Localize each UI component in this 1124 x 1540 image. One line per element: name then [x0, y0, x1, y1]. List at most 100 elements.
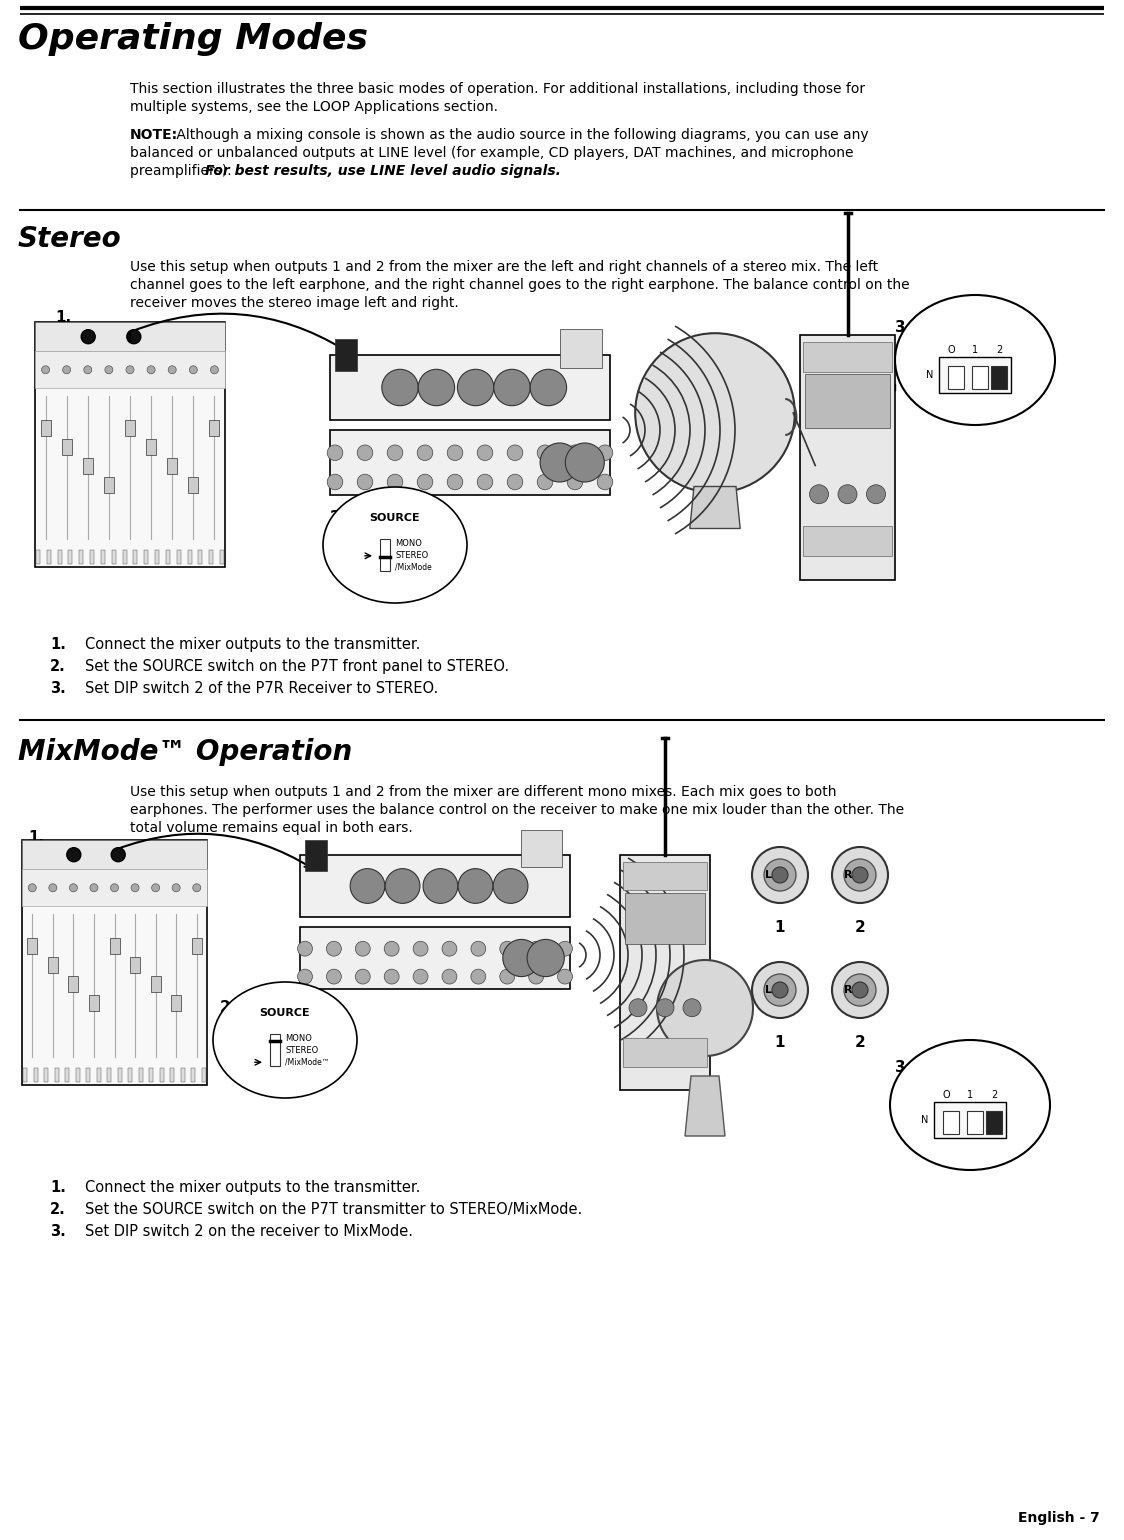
Circle shape — [493, 869, 528, 904]
Bar — [55, 1069, 58, 1083]
Text: 3.: 3. — [49, 1224, 65, 1240]
Circle shape — [414, 969, 428, 984]
Text: receiver moves the stereo image left and right.: receiver moves the stereo image left and… — [130, 296, 459, 310]
Bar — [620, 855, 710, 1090]
Text: balanced or unbalanced outputs at LINE level (for example, CD players, DAT machi: balanced or unbalanced outputs at LINE l… — [130, 146, 853, 160]
Bar — [967, 1110, 984, 1133]
Circle shape — [809, 485, 828, 504]
Bar — [167, 459, 178, 474]
Text: STEREO: STEREO — [285, 1046, 318, 1055]
Text: L: L — [764, 870, 771, 879]
Circle shape — [326, 941, 342, 956]
Circle shape — [66, 847, 81, 862]
Circle shape — [772, 983, 788, 998]
Bar — [22, 839, 207, 870]
Text: For best results, use LINE level audio signals.: For best results, use LINE level audio s… — [205, 163, 561, 179]
Polygon shape — [690, 487, 741, 528]
Bar — [111, 550, 116, 564]
Circle shape — [500, 969, 515, 984]
Circle shape — [478, 474, 492, 490]
Circle shape — [423, 869, 457, 904]
Bar — [130, 956, 140, 973]
Circle shape — [48, 884, 57, 892]
Text: 1.: 1. — [55, 310, 71, 325]
Bar — [149, 1069, 153, 1083]
Bar — [623, 1038, 707, 1067]
Text: O: O — [948, 345, 954, 354]
Bar — [939, 357, 1010, 393]
Bar — [625, 893, 705, 944]
Circle shape — [852, 983, 868, 998]
Circle shape — [169, 367, 176, 374]
Text: Use this setup when outputs 1 and 2 from the mixer are different mono mixes. Eac: Use this setup when outputs 1 and 2 from… — [130, 785, 836, 799]
Circle shape — [327, 474, 343, 490]
Text: SOURCE: SOURCE — [260, 1009, 310, 1018]
Text: Operating Modes: Operating Modes — [18, 22, 368, 55]
Bar — [40, 420, 51, 436]
Circle shape — [635, 333, 795, 493]
Bar — [943, 1110, 959, 1133]
Bar — [109, 938, 119, 953]
Bar — [335, 339, 357, 371]
Circle shape — [658, 959, 753, 1056]
Circle shape — [442, 941, 456, 956]
Circle shape — [418, 370, 454, 405]
Bar — [220, 550, 224, 564]
Circle shape — [298, 969, 312, 984]
Bar — [35, 322, 225, 351]
Bar — [949, 367, 964, 390]
Text: 2.: 2. — [330, 510, 346, 525]
Ellipse shape — [890, 1040, 1050, 1170]
Circle shape — [597, 474, 613, 490]
Circle shape — [597, 445, 613, 460]
Circle shape — [172, 884, 180, 892]
Text: 2.: 2. — [49, 659, 65, 675]
Bar — [107, 1069, 111, 1083]
Bar — [300, 855, 570, 916]
Text: 3.: 3. — [895, 320, 912, 336]
Text: 2: 2 — [854, 1035, 865, 1050]
Text: Connect the mixer outputs to the transmitter.: Connect the mixer outputs to the transmi… — [85, 1180, 420, 1195]
Circle shape — [417, 445, 433, 460]
Bar — [89, 995, 99, 1012]
Circle shape — [528, 941, 544, 956]
Circle shape — [126, 367, 134, 374]
Circle shape — [537, 445, 553, 460]
Circle shape — [84, 367, 92, 374]
Circle shape — [327, 445, 343, 460]
Polygon shape — [685, 1076, 725, 1137]
Circle shape — [656, 999, 674, 1016]
Circle shape — [527, 939, 564, 976]
Bar — [800, 336, 895, 581]
Circle shape — [471, 941, 486, 956]
Text: earphones. The performer uses the balance control on the receiver to make one mi: earphones. The performer uses the balanc… — [130, 802, 904, 818]
Bar — [934, 1101, 1006, 1138]
Text: 2: 2 — [996, 345, 1003, 354]
Circle shape — [471, 969, 486, 984]
Circle shape — [568, 474, 583, 490]
Text: Set the SOURCE switch on the P7T front panel to STEREO.: Set the SOURCE switch on the P7T front p… — [85, 659, 509, 675]
Bar — [90, 550, 94, 564]
Ellipse shape — [214, 983, 357, 1098]
Bar — [305, 839, 327, 870]
Text: R: R — [844, 986, 852, 995]
Text: /MixMode: /MixMode — [395, 562, 432, 571]
Ellipse shape — [895, 296, 1055, 425]
Bar — [22, 1069, 27, 1083]
Circle shape — [417, 474, 433, 490]
Circle shape — [459, 869, 492, 904]
Text: 1.: 1. — [49, 638, 66, 651]
Bar — [87, 1069, 90, 1083]
Bar — [22, 839, 207, 1086]
Circle shape — [528, 969, 544, 984]
Bar — [986, 1110, 1001, 1133]
Circle shape — [493, 370, 531, 405]
Circle shape — [111, 847, 125, 862]
Circle shape — [447, 474, 463, 490]
Bar — [69, 550, 72, 564]
Bar — [97, 1069, 101, 1083]
Text: total volume remains equal in both ears.: total volume remains equal in both ears. — [130, 821, 413, 835]
Circle shape — [189, 367, 198, 374]
Text: MixMode™ Operation: MixMode™ Operation — [18, 738, 352, 765]
Circle shape — [386, 869, 420, 904]
